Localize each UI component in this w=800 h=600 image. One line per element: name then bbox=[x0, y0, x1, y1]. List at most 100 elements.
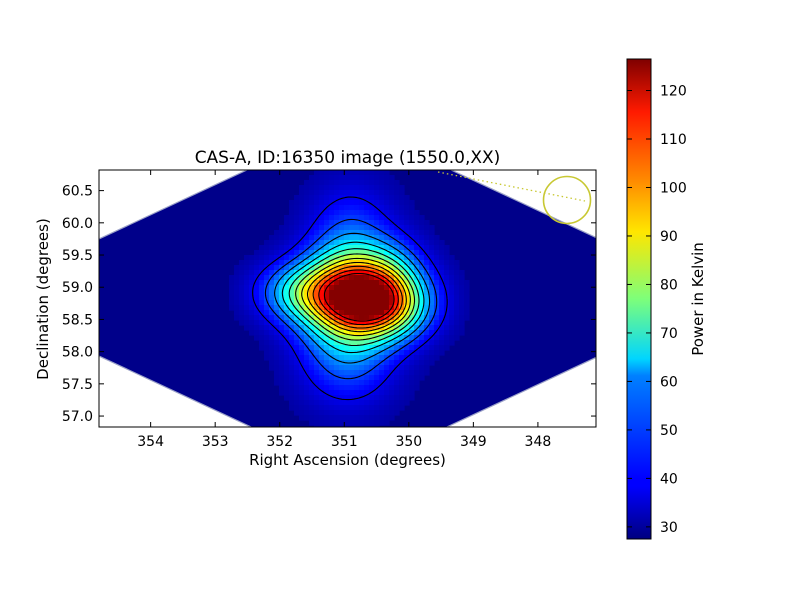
heatmap-cell bbox=[229, 305, 235, 311]
heatmap-cell bbox=[334, 305, 340, 311]
heatmap-cell bbox=[394, 220, 400, 226]
heatmap-cell bbox=[439, 265, 445, 271]
heatmap-cell bbox=[314, 275, 320, 281]
heatmap-cell bbox=[299, 260, 305, 266]
heatmap-cell bbox=[449, 280, 455, 286]
heatmap-cell bbox=[344, 325, 350, 331]
heatmap-cell bbox=[379, 170, 385, 176]
heatmap-cell bbox=[314, 285, 320, 291]
heatmap-cell bbox=[349, 405, 355, 411]
heatmap-cell bbox=[339, 420, 345, 426]
heatmap-cell bbox=[294, 255, 300, 261]
colorbar-tick-label: 80 bbox=[660, 277, 678, 293]
heatmap-cell bbox=[324, 175, 330, 181]
heatmap-cell bbox=[299, 320, 305, 326]
heatmap-cell bbox=[319, 410, 325, 416]
heatmap-cell bbox=[259, 340, 265, 346]
contour-line bbox=[323, 272, 395, 322]
heatmap-cell bbox=[304, 225, 310, 231]
heatmap-cell bbox=[464, 300, 470, 306]
heatmap-cell bbox=[304, 395, 310, 401]
heatmap-cell bbox=[349, 400, 355, 406]
heatmap-cell bbox=[289, 235, 295, 241]
heatmap-cell bbox=[369, 345, 375, 351]
heatmap-cell bbox=[364, 330, 370, 336]
heatmap-cell bbox=[294, 360, 300, 366]
heatmap-cell bbox=[304, 180, 310, 186]
heatmap-cell bbox=[229, 300, 235, 306]
heatmap-cell bbox=[354, 240, 360, 246]
heatmap-cell bbox=[369, 320, 375, 326]
heatmap-cell bbox=[394, 295, 400, 301]
heatmap-cell bbox=[289, 210, 295, 216]
heatmap-cell bbox=[294, 245, 300, 251]
heatmap-cell bbox=[389, 200, 395, 206]
y-tick-label: 59.5 bbox=[62, 248, 93, 264]
heatmap-cell bbox=[299, 370, 305, 376]
heatmap-cell bbox=[369, 195, 375, 201]
heatmap-cell bbox=[384, 395, 390, 401]
heatmap-cell bbox=[379, 340, 385, 346]
heatmap-cell bbox=[359, 405, 365, 411]
heatmap-cell bbox=[319, 375, 325, 381]
heatmap-cell bbox=[449, 335, 455, 341]
heatmap-cell bbox=[394, 365, 400, 371]
heatmap-cell bbox=[264, 345, 270, 351]
heatmap-cell bbox=[344, 215, 350, 221]
heatmap-cell bbox=[339, 295, 345, 301]
heatmap-cell bbox=[284, 385, 290, 391]
heatmap-cell bbox=[399, 350, 405, 356]
heatmap-cell bbox=[379, 270, 385, 276]
heatmap-cell bbox=[329, 340, 335, 346]
heatmap-cell bbox=[364, 275, 370, 281]
heatmap-cell bbox=[394, 230, 400, 236]
heatmap-cell bbox=[399, 335, 405, 341]
heatmap-cell bbox=[294, 370, 300, 376]
heatmap-cell bbox=[384, 225, 390, 231]
heatmap-cell bbox=[434, 235, 440, 241]
x-tick-label: 349 bbox=[460, 434, 487, 450]
heatmap-cell bbox=[409, 230, 415, 236]
heatmap-cell bbox=[429, 285, 435, 291]
heatmap-cell bbox=[319, 285, 325, 291]
heatmap-cell bbox=[264, 275, 270, 281]
heatmap-cell bbox=[384, 410, 390, 416]
heatmap-cell bbox=[314, 380, 320, 386]
heatmap-cell bbox=[339, 245, 345, 251]
heatmap-cell bbox=[324, 400, 330, 406]
heatmap-cell bbox=[324, 375, 330, 381]
heatmap-cell bbox=[324, 370, 330, 376]
x-tick-label: 351 bbox=[331, 434, 358, 450]
heatmap-cell bbox=[314, 400, 320, 406]
heatmap-cell bbox=[399, 340, 405, 346]
heatmap-cell bbox=[284, 340, 290, 346]
heatmap-cell bbox=[354, 395, 360, 401]
heatmap-cell bbox=[399, 225, 405, 231]
heatmap-cell bbox=[299, 220, 305, 226]
heatmap-cell bbox=[249, 310, 255, 316]
heatmap-cell bbox=[364, 230, 370, 236]
heatmap-cell bbox=[359, 400, 365, 406]
heatmap-cell bbox=[434, 260, 440, 266]
heatmap-cell bbox=[299, 365, 305, 371]
heatmap-cell bbox=[329, 180, 335, 186]
heatmap-cell bbox=[414, 305, 420, 311]
heatmap-cell bbox=[289, 365, 295, 371]
heatmap-cell bbox=[389, 265, 395, 271]
heatmap-cell bbox=[349, 230, 355, 236]
y-axis: 57.057.558.058.559.059.560.060.5 bbox=[62, 184, 596, 425]
heatmap-cell bbox=[369, 220, 375, 226]
heatmap-cell bbox=[259, 325, 265, 331]
heatmap-cell bbox=[314, 395, 320, 401]
heatmap-cell bbox=[424, 310, 430, 316]
heatmap-cell bbox=[329, 425, 335, 427]
heatmap-cell bbox=[369, 410, 375, 416]
heatmap-cell bbox=[384, 385, 390, 391]
heatmap-cell bbox=[389, 375, 395, 381]
heatmap-cell bbox=[284, 320, 290, 326]
heatmap-cell bbox=[289, 255, 295, 261]
heatmap-cell bbox=[284, 260, 290, 266]
heatmap-cell bbox=[404, 290, 410, 296]
heatmap-cell bbox=[454, 335, 460, 341]
heatmap-cell bbox=[354, 205, 360, 211]
